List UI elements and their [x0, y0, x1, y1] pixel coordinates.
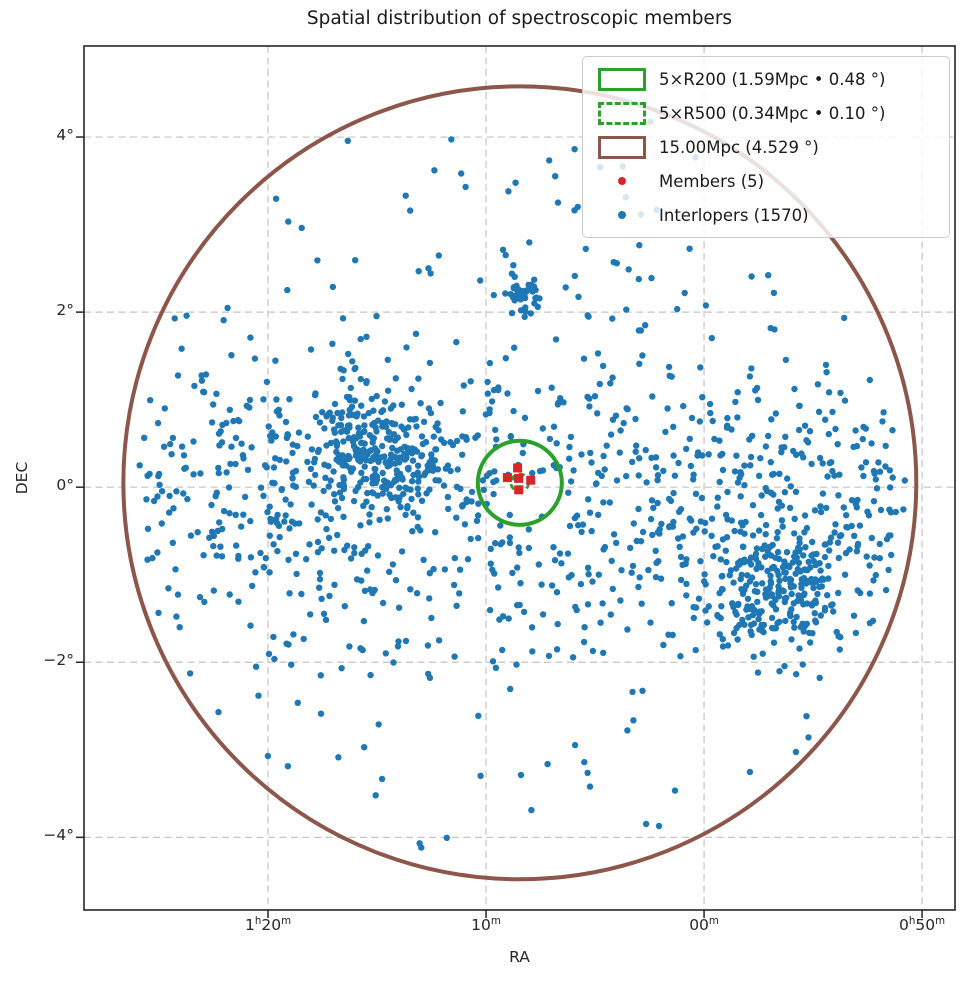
y-tick-label: −4°	[43, 826, 74, 845]
x-axis-label: RA	[509, 948, 530, 966]
plot-frame	[83, 45, 956, 911]
x-tick-label: 1h20m	[244, 916, 292, 935]
legend-dot-marker-icon	[591, 211, 653, 219]
legend-item-label: 5×R500 (0.34Mpc • 0.10 °)	[659, 103, 886, 123]
legend-item: 5×R500 (0.34Mpc • 0.10 °)	[591, 96, 941, 130]
y-tick-label: 2°	[56, 301, 74, 320]
legend-dot-marker-icon	[591, 177, 653, 185]
legend-item: 15.00Mpc (4.529 °)	[591, 130, 941, 164]
legend-rect-solid-marker-icon	[591, 135, 653, 159]
x-tick-label: 00m	[689, 916, 719, 935]
y-tick-label: 4°	[56, 126, 74, 145]
legend-item: 5×R200 (1.59Mpc • 0.48 °)	[591, 62, 941, 96]
chart-title: Spatial distribution of spectroscopic me…	[306, 8, 733, 29]
y-tick-label: 0°	[56, 476, 74, 495]
y-tick-label: −2°	[43, 651, 74, 670]
x-tick-label: 0h50m	[899, 916, 946, 935]
x-tick-label: 10m	[471, 916, 501, 935]
legend-item-label: Interlopers (1570)	[659, 205, 809, 225]
tick-marks	[76, 136, 923, 918]
interlopers-points	[136, 118, 908, 851]
legend-rect-dashed-marker-icon	[591, 101, 653, 125]
legend: 5×R200 (1.59Mpc • 0.48 °) 5×R500 (0.34Mpc…	[582, 56, 950, 238]
legend-rect-solid-marker-icon	[591, 67, 653, 91]
circle-15.00Mpc	[121, 84, 919, 882]
legend-item-label: 5×R200 (1.59Mpc • 0.48 °)	[659, 69, 886, 89]
legend-item-label: 15.00Mpc (4.529 °)	[659, 137, 819, 157]
legend-item: Members (5)	[591, 164, 941, 198]
legend-item: Interlopers (1570)	[591, 198, 941, 232]
circle-5xR200	[475, 438, 564, 527]
legend-item-label: Members (5)	[659, 171, 765, 191]
members-points	[502, 463, 536, 495]
